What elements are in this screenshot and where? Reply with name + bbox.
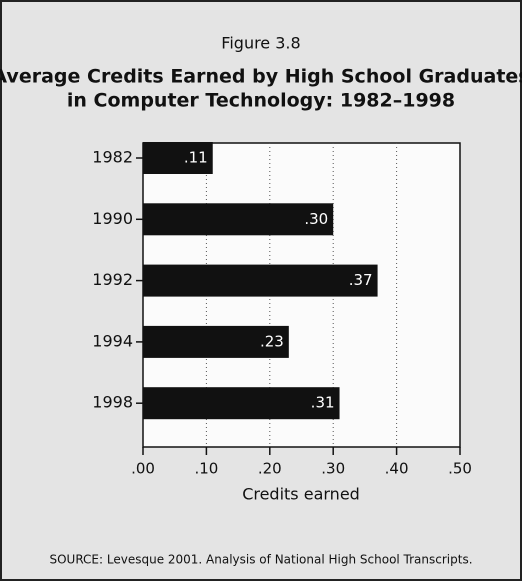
source-note: SOURCE: Levesque 2001. Analysis of Natio… xyxy=(49,553,472,567)
bar xyxy=(143,142,213,174)
y-tick-label: 1998 xyxy=(92,393,133,412)
x-tick-label: .00 xyxy=(131,460,155,478)
x-tick-label: .30 xyxy=(321,460,345,478)
x-tick-label: .10 xyxy=(194,460,218,478)
x-axis-label: Credits earned xyxy=(242,485,360,504)
bar xyxy=(143,264,378,297)
figure-label: Figure 3.8 xyxy=(221,34,300,53)
data-label: .11 xyxy=(184,149,208,167)
chart-title: in Computer Technology: 1982–1998 xyxy=(67,90,455,112)
chart-title: Average Credits Earned by High School Gr… xyxy=(0,66,522,88)
bar xyxy=(143,203,334,236)
bar xyxy=(143,325,289,358)
data-label: .23 xyxy=(260,332,284,350)
data-label: .30 xyxy=(304,210,328,228)
y-tick-label: 1982 xyxy=(92,148,133,167)
data-label: .31 xyxy=(311,394,335,412)
data-label: .37 xyxy=(349,271,373,289)
bar xyxy=(143,387,340,420)
x-tick-label: .40 xyxy=(385,460,409,478)
x-tick-label: .20 xyxy=(258,460,282,478)
y-tick-label: 1992 xyxy=(92,270,133,289)
x-tick-label: .50 xyxy=(448,460,472,478)
y-tick-label: 1990 xyxy=(92,209,133,228)
y-tick-label: 1994 xyxy=(92,331,133,350)
